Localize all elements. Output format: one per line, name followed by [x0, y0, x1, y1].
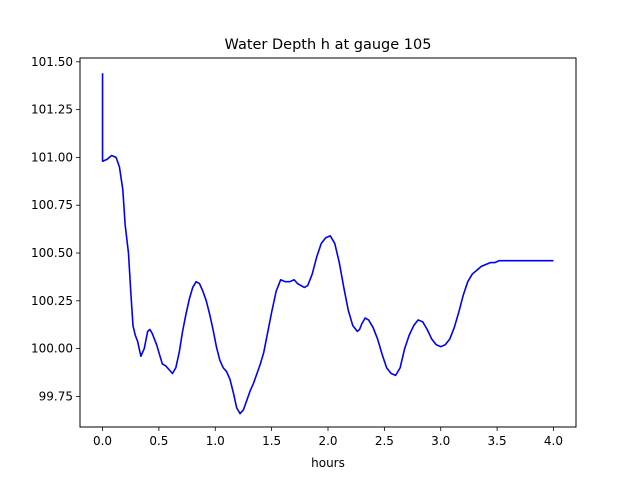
x-axis: 0.0 0.5 1.0 1.5 2.0 2.5 3.0 3.5 4.0	[93, 427, 563, 448]
y-tick-label: 101.50	[31, 55, 73, 69]
x-tick-label: 2.0	[318, 434, 337, 448]
x-tick-label: 1.0	[206, 434, 225, 448]
x-tick-label: 1.5	[262, 434, 281, 448]
y-tick-label: 101.00	[31, 150, 73, 164]
x-tick-label: 3.5	[488, 434, 507, 448]
series-line-water-depth	[101, 73, 554, 415]
x-tick-label: 3.0	[431, 434, 450, 448]
y-tick-label: 100.75	[31, 198, 73, 212]
y-axis: 99.75 100.00 100.25 100.50 100.75 101.00 101.2…	[31, 55, 80, 403]
y-tick-label: 101.25	[31, 103, 73, 117]
axes-background	[80, 58, 576, 427]
y-tick-label: 100.25	[31, 294, 73, 308]
x-tick-label: 0.5	[149, 434, 168, 448]
x-tick-label: 2.5	[375, 434, 394, 448]
x-axis-label: hours	[311, 456, 345, 470]
chart-title: Water Depth h at gauge 105	[225, 37, 432, 53]
plot-area	[79, 57, 577, 428]
y-tick-label: 100.50	[31, 246, 73, 260]
y-tick-label: 100.00	[31, 342, 73, 356]
y-tick-label: 99.75	[39, 389, 73, 403]
x-tick-label: 4.0	[544, 434, 563, 448]
x-tick-label: 0.0	[93, 434, 112, 448]
